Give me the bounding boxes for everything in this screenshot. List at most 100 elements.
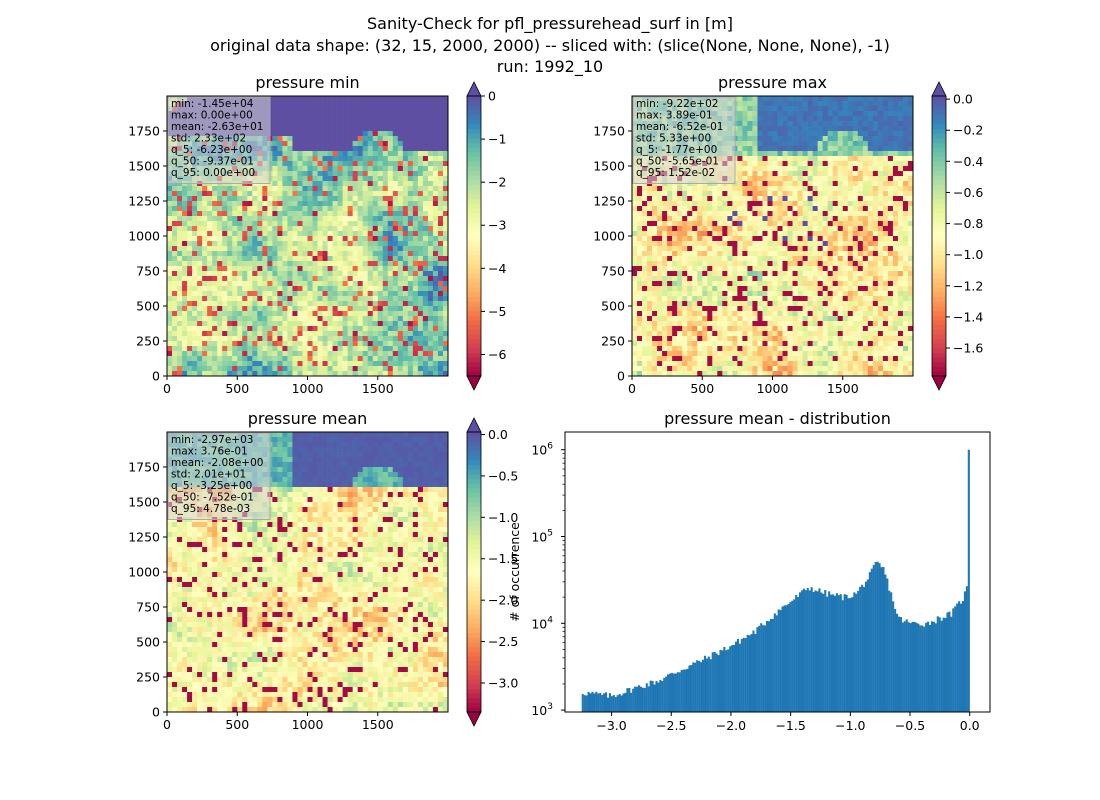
heatmap-cell — [377, 251, 384, 257]
heatmap-cell — [707, 266, 713, 272]
heatmap-cell — [727, 191, 733, 197]
heatmap-cell — [352, 236, 358, 242]
heatmap-cell — [682, 226, 688, 232]
heatmap-cell — [782, 116, 788, 122]
heatmap-cell — [417, 226, 424, 232]
heatmap-cell — [172, 351, 178, 357]
heatmap-cell — [237, 276, 243, 282]
heatmap-cell — [332, 176, 338, 182]
heatmap-cell — [367, 171, 374, 177]
heatmap-cell — [217, 236, 223, 242]
heatmap-cell — [417, 221, 424, 227]
heatmap-cell — [767, 231, 773, 237]
heatmap-cell — [647, 196, 653, 202]
heatmap-cell — [297, 326, 303, 332]
heatmap-cell — [632, 256, 638, 262]
heatmap-cell — [242, 216, 248, 222]
heatmap-cell — [277, 156, 283, 162]
heatmap-cell — [222, 356, 228, 362]
heatmap-cell — [422, 231, 429, 237]
heatmap-cell — [362, 256, 369, 262]
heatmap-cell — [347, 121, 353, 127]
heatmap-cell — [787, 106, 793, 112]
heatmap-cell — [427, 336, 434, 342]
heatmap-cell — [337, 251, 343, 257]
heatmap-cell — [377, 181, 384, 187]
heatmap-cell — [417, 196, 424, 202]
heatmap-cell — [337, 216, 343, 222]
heatmap-cell — [367, 136, 374, 142]
heatmap-cell — [747, 106, 753, 112]
heatmap-cell — [712, 311, 718, 317]
heatmap-cell — [422, 251, 429, 257]
heatmap-cell — [317, 341, 323, 347]
heatmap-cell — [347, 171, 353, 177]
heatmap-cell — [722, 306, 728, 312]
colorbar-segment — [467, 231, 481, 237]
heatmap-cell — [332, 356, 338, 362]
heatmap-cell — [187, 196, 193, 202]
heatmap-cell — [647, 211, 653, 217]
heatmap-cell — [742, 311, 748, 317]
heatmap-cell — [382, 261, 389, 267]
heatmap-cell — [172, 281, 178, 287]
heatmap-cell — [187, 226, 193, 232]
heatmap-cell — [672, 366, 678, 372]
heatmap-cell — [172, 306, 178, 312]
heatmap-cell — [772, 291, 778, 297]
heatmap-cell — [777, 291, 783, 297]
heatmap-cell — [367, 306, 374, 312]
heatmap-cell — [767, 131, 773, 137]
heatmap-cell — [402, 316, 409, 322]
heatmap-cell — [207, 356, 213, 362]
heatmap-cell — [287, 176, 293, 182]
heatmap-cell — [747, 181, 753, 187]
heatmap-cell — [347, 111, 353, 117]
heatmap-cell — [727, 356, 733, 362]
heatmap-cell — [427, 191, 434, 197]
colorbar-tick-label: −2 — [488, 175, 506, 190]
heatmap-cell — [747, 231, 753, 237]
heatmap-cell — [712, 211, 718, 217]
heatmap-cell — [752, 231, 758, 237]
heatmap-cell — [177, 236, 183, 242]
heatmap-cell — [412, 286, 419, 292]
heatmap-cell — [217, 361, 223, 367]
heatmap-cell — [757, 246, 763, 252]
heatmap-cell — [697, 276, 703, 282]
heatmap-cell — [717, 226, 723, 232]
heatmap-cell — [392, 116, 399, 122]
heatmap-cell — [347, 366, 353, 372]
heatmap-cell — [652, 186, 658, 192]
heatmap-cell — [417, 176, 424, 182]
heatmap-cell — [432, 231, 439, 237]
heatmap-cell — [362, 241, 369, 247]
heatmap-cell — [307, 296, 313, 302]
heatmap-cell — [362, 341, 369, 347]
heatmap-cell — [427, 281, 434, 287]
heatmap-cell — [727, 221, 733, 227]
heatmap-cell — [662, 216, 668, 222]
heatmap-cell — [292, 191, 298, 197]
heatmap-cell — [782, 286, 788, 292]
heatmap-cell — [712, 356, 718, 362]
heatmap-cell — [277, 96, 283, 102]
heatmap-cell — [767, 241, 773, 247]
heatmap-cell — [332, 136, 338, 142]
heatmap-cell — [177, 306, 183, 312]
heatmap-cell — [417, 161, 424, 167]
heatmap-cell — [732, 291, 738, 297]
colorbar-segment — [467, 105, 481, 111]
colorbar-segment — [467, 189, 481, 195]
colorbar-segment — [467, 282, 481, 288]
heatmap-cell — [342, 366, 348, 372]
heatmap-cell — [292, 266, 298, 272]
heatmap-cell — [667, 231, 673, 237]
colorbar-segment — [467, 371, 481, 377]
colorbar-segment — [467, 194, 481, 200]
heatmap-cell — [322, 186, 328, 192]
heatmap-cell — [422, 111, 429, 117]
heatmap-cell — [347, 341, 353, 347]
heatmap-cell — [237, 271, 243, 277]
heatmap-cell — [397, 366, 404, 372]
